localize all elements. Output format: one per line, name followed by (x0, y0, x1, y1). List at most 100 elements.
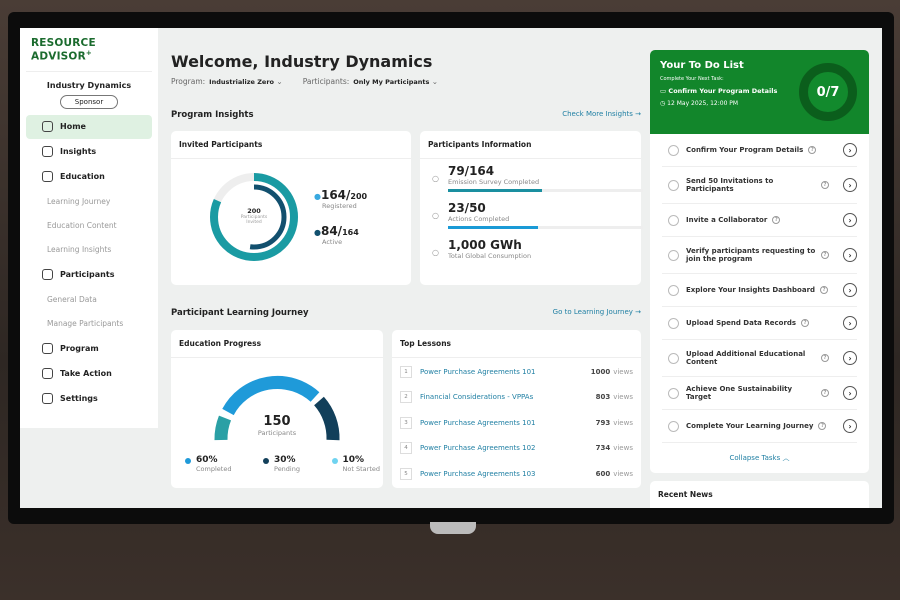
sidebar-subitem-general-data[interactable]: General Data (47, 294, 97, 304)
insights-icon (42, 146, 53, 157)
lesson-views: 600 views (595, 469, 633, 478)
todo-item[interactable]: Complete Your Learning Journey? › (662, 410, 857, 443)
home-icon: ○ (432, 211, 439, 220)
logo[interactable]: RESOURCE ADVISOR+ (31, 37, 96, 63)
program-filter[interactable]: Program: Industrialize Zero ⌄ (171, 77, 283, 86)
info-row: ○ 79/164 Emission Survey Completed (432, 164, 643, 201)
sidebar-subitem-education-content[interactable]: Education Content (47, 220, 117, 230)
lesson-link[interactable]: Financial Considerations - VPPAs (420, 393, 534, 402)
clock-icon: ◷ (660, 100, 666, 107)
legend-item: 30% Pending (263, 455, 300, 473)
lesson-link[interactable]: Power Purchase Agreements 101 (420, 418, 536, 427)
lesson-row[interactable]: 2 Financial Considerations - VPPAs 803 view… (392, 385, 641, 411)
recent-news-card: Recent News (650, 481, 869, 508)
legend-dot (263, 458, 269, 464)
help-icon[interactable]: ? (821, 354, 829, 362)
progress-bar (447, 226, 643, 229)
todo-item[interactable]: Upload Spend Data Records? › (662, 307, 857, 340)
lesson-link[interactable]: Power Purchase Agreements 102 (420, 444, 536, 453)
lesson-row[interactable]: 4 Power Purchase Agreements 102 734 views (392, 436, 641, 462)
help-icon[interactable]: ? (821, 389, 829, 397)
sidebar-subitem-manage-participants[interactable]: Manage Participants (47, 318, 124, 328)
task-checkbox[interactable] (668, 144, 679, 156)
chevron-right-icon[interactable]: › (843, 316, 857, 330)
chevron-right-icon[interactable]: › (843, 386, 857, 400)
lesson-views: 734 views (595, 444, 633, 453)
todo-item[interactable]: Send 50 Invitations to Participants? › (662, 167, 857, 204)
card-title: Education Progress (171, 330, 383, 358)
chevron-right-icon[interactable]: › (843, 178, 857, 192)
lesson-views: 793 views (595, 418, 633, 427)
chevron-right-icon[interactable]: › (843, 248, 857, 262)
todo-item[interactable]: Achieve One Sustainability Target? › (662, 377, 857, 410)
task-checkbox[interactable] (668, 249, 679, 261)
page-title: Welcome, Industry Dynamics (171, 52, 433, 71)
clipboard-icon: ○ (432, 174, 439, 183)
legend-dot (185, 458, 191, 464)
gear-icon (42, 393, 53, 404)
sidebar-item-settings[interactable]: Settings (26, 387, 152, 411)
lesson-link[interactable]: Power Purchase Agreements 101 (420, 367, 536, 376)
sidebar-item-home[interactable]: Home (26, 114, 152, 139)
todo-item[interactable]: Confirm Your Program Details? › (662, 134, 857, 167)
sidebar-subitem-learning-insights[interactable]: Learning Insights (47, 244, 112, 254)
help-icon[interactable]: ? (808, 146, 817, 154)
participants-filter[interactable]: Participants: Only My Participants ⌄ (302, 77, 439, 86)
chevron-right-icon[interactable]: › (843, 351, 857, 365)
todo-item[interactable]: Invite a Collaborator? › (662, 204, 857, 237)
book-icon (42, 171, 53, 182)
lesson-row[interactable]: 1 Power Purchase Agreements 101 1000 views (392, 359, 641, 385)
check-more-insights-link[interactable]: Check More Insights → (562, 110, 641, 118)
progress-bar (447, 189, 643, 192)
help-icon[interactable]: ? (772, 216, 781, 224)
sidebar-item-education[interactable]: Education (26, 165, 152, 189)
todo-item[interactable]: Explore Your Insights Dashboard? › (662, 274, 857, 307)
task-checkbox[interactable] (668, 352, 679, 364)
task-checkbox[interactable] (668, 214, 679, 226)
lesson-views: 1000 views (590, 367, 633, 376)
next-task-link[interactable]: ▭ Confirm Your Program Details (660, 87, 778, 95)
lightbulb-icon: ○ (432, 248, 439, 257)
right-panel: Your To Do List Complete Your Next Task:… (650, 50, 869, 508)
active-arc (221, 184, 287, 250)
task-checkbox[interactable] (668, 179, 679, 191)
lesson-row[interactable]: 5 Power Purchase Agreements 103 600 views (392, 461, 641, 487)
puzzle-icon (42, 368, 53, 379)
lesson-link[interactable]: Power Purchase Agreements 103 (420, 469, 536, 478)
help-icon[interactable]: ? (801, 319, 810, 327)
chevron-right-icon[interactable]: › (843, 283, 857, 297)
card-title: Invited Participants (171, 131, 411, 159)
section-title: Participant Learning Journey (171, 308, 309, 318)
legend-item: 10% Not Started (331, 455, 380, 473)
chevron-right-icon[interactable]: › (843, 143, 857, 157)
todo-item[interactable]: Verify participants requesting to join t… (662, 237, 857, 274)
todo-header: Your To Do List Complete Your Next Task:… (650, 50, 869, 134)
chevron-right-icon[interactable]: › (843, 419, 857, 433)
sidebar-subitem-learning-journey[interactable]: Learning Journey (47, 196, 111, 206)
sidebar-item-insights[interactable]: Insights (26, 140, 152, 164)
registered-stat: ●164/200 Registered (314, 188, 368, 210)
help-icon[interactable]: ? (821, 181, 829, 189)
todo-list: Confirm Your Program Details? › Send 50 In… (650, 134, 869, 473)
sidebar-item-program[interactable]: Program (26, 337, 152, 361)
task-checkbox[interactable] (668, 420, 679, 432)
todo-item[interactable]: Upload Additional Educational Content? › (662, 340, 857, 377)
task-checkbox[interactable] (668, 284, 679, 296)
help-icon[interactable]: ? (821, 251, 829, 259)
task-checkbox[interactable] (668, 387, 679, 399)
help-icon[interactable]: ? (818, 422, 827, 430)
active-stat: ●84/164 Active (314, 224, 359, 246)
go-to-learning-journey-link[interactable]: Go to Learning Journey → (552, 308, 641, 316)
collapse-tasks-button[interactable]: Collapse Tasks ︿ (729, 454, 790, 462)
gauge-segment-completed (222, 375, 320, 416)
task-checkbox[interactable] (668, 317, 679, 329)
legend-item: 60% Completed (185, 455, 231, 473)
invited-donut (210, 173, 298, 261)
help-icon[interactable]: ? (820, 286, 829, 294)
sidebar-item-take-action[interactable]: Take Action (26, 362, 152, 386)
chevron-right-icon[interactable]: › (843, 213, 857, 227)
sidebar-item-participants[interactable]: Participants (26, 263, 152, 287)
lesson-row[interactable]: 3 Power Purchase Agreements 101 793 views (392, 410, 641, 436)
legend-dot (331, 458, 338, 464)
main-content: Welcome, Industry Dynamics Program: Indus… (171, 28, 646, 488)
